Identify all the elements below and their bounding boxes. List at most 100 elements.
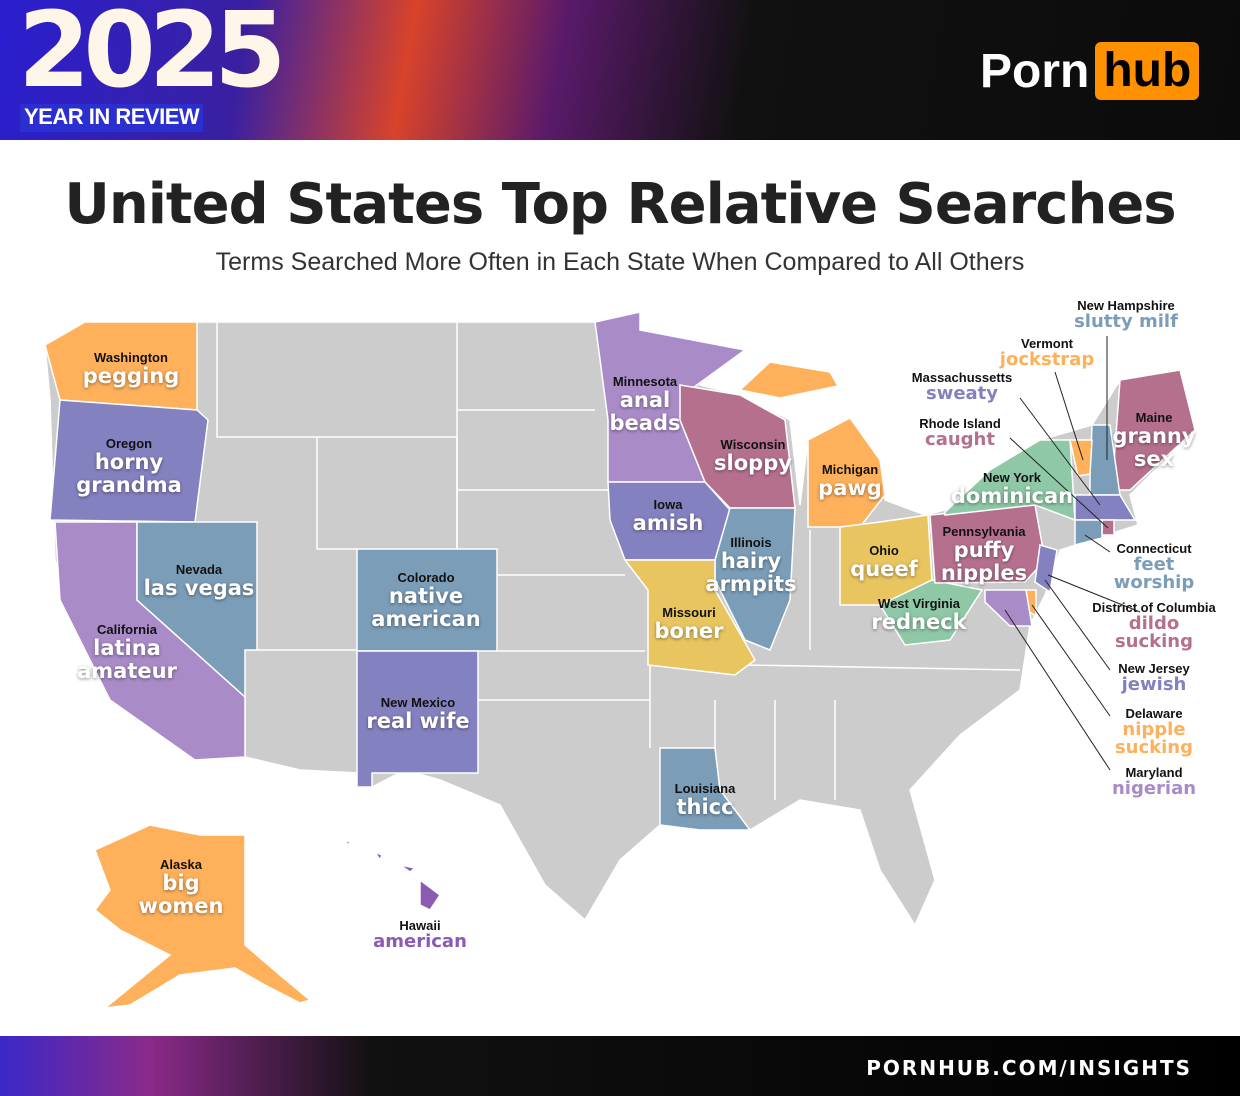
search-term: las vegas xyxy=(143,576,255,600)
state-name: Delaware xyxy=(1125,706,1183,721)
search-term: sloppy xyxy=(714,451,792,475)
state-nm xyxy=(356,650,479,788)
logo-right: hub xyxy=(1095,42,1200,100)
leader-line-ri xyxy=(1009,437,1109,529)
state-name: New Hampshire xyxy=(1077,298,1175,313)
leader-line-nj xyxy=(1044,579,1111,671)
state-label-mi: Michigan pawg xyxy=(818,462,882,500)
search-term: dominican xyxy=(950,484,1074,508)
search-term: sweaty xyxy=(925,383,999,404)
state-name: Nevada xyxy=(175,562,223,577)
state-name: Maryland xyxy=(1125,765,1183,780)
state-mo xyxy=(623,559,756,676)
state-label-vt: Vermont jockstrap xyxy=(1000,336,1094,369)
state-label-la: Louisiana thicc xyxy=(675,781,736,819)
leader-lines xyxy=(1004,336,1141,771)
state-mi xyxy=(807,417,886,528)
state-label-dc: District of Columbia dildo sucking xyxy=(1092,600,1216,651)
state-name: Pennsylvania xyxy=(942,524,1026,539)
state-name: New Mexico xyxy=(380,695,456,710)
state-label-nh: New Hampshire slutty milf xyxy=(1074,298,1178,331)
state-name: New York xyxy=(982,470,1042,485)
state-name: Wisconsin xyxy=(720,437,786,452)
search-term: anal beads xyxy=(609,388,681,435)
leader-line-ct xyxy=(1084,534,1111,553)
search-term: feet worship xyxy=(1113,554,1195,593)
state-name: Connecticut xyxy=(1116,541,1192,556)
state-label-pa: Pennsylvania puffy nipples xyxy=(929,524,1039,585)
state-nj xyxy=(1034,544,1058,594)
search-term: granny sex xyxy=(1112,424,1196,471)
state-hi xyxy=(343,838,352,847)
state-label-wv: West Virginia redneck xyxy=(871,596,966,634)
state-label-ca: California latina amateur xyxy=(72,622,182,683)
search-term: pawg xyxy=(818,476,882,500)
search-term: jockstrap xyxy=(999,349,1095,370)
state-name: Washington xyxy=(94,350,168,365)
state-ak xyxy=(93,824,312,1010)
state-hi xyxy=(399,864,417,873)
state-label-il: Illinois hairy armpits xyxy=(696,535,806,596)
search-term: nigerian xyxy=(1111,778,1197,799)
state-label-wi: Wisconsin sloppy xyxy=(714,437,792,475)
state-name: Missouri xyxy=(662,605,716,620)
state-name: Michigan xyxy=(821,462,879,477)
search-term: horny grandma xyxy=(76,450,182,497)
header-banner: 2025 YEAR IN REVIEW Porn hub xyxy=(0,0,1240,140)
state-name: Massachussetts xyxy=(911,370,1013,385)
state-label-nm: New Mexico real wife xyxy=(366,695,469,733)
state-wv xyxy=(878,579,984,646)
year-in-review-tagline: YEAR IN REVIEW xyxy=(20,104,204,132)
state-label-me: Maine granny sex xyxy=(1099,410,1209,471)
state-label-nv: Nevada las vegas xyxy=(144,562,255,600)
search-term: dildo sucking xyxy=(1114,613,1194,652)
state-label-ia: Iowa amish xyxy=(633,497,704,535)
state-label-mn: Minnesota anal beads xyxy=(590,374,700,435)
state-name: Oregon xyxy=(105,436,153,451)
state-name: Alaska xyxy=(160,857,202,872)
state-hi xyxy=(373,850,383,862)
insights-url[interactable]: PORNHUB.COM/INSIGHTS xyxy=(866,1056,1192,1080)
state-or xyxy=(49,399,209,523)
search-term: nipple sucking xyxy=(1114,719,1194,758)
state-name: Minnesota xyxy=(612,374,678,389)
state-label-hi: Hawaii american xyxy=(373,918,467,951)
page-title: United States Top Relative Searches xyxy=(64,172,1176,237)
search-term: amish xyxy=(632,511,704,535)
state-name: Louisiana xyxy=(674,781,736,796)
state-label-ak: Alaska big women xyxy=(126,857,236,918)
search-term: real wife xyxy=(366,709,470,733)
state-label-oh: Ohio queef xyxy=(850,543,918,581)
state-label-md: Maryland nigerian xyxy=(1112,765,1196,798)
search-term: hairy armpits xyxy=(705,549,797,596)
state-label-ct: Connecticut feet worship xyxy=(1109,541,1199,592)
state-name: Maine xyxy=(1135,410,1173,425)
state-label-nj: New Jersey jewish xyxy=(1118,661,1190,694)
state-label-ny: New York dominican xyxy=(951,470,1073,508)
search-term: jewish xyxy=(1121,674,1187,695)
search-term: caught xyxy=(925,429,995,450)
state-label-mo: Missouri boner xyxy=(654,605,723,643)
state-name: West Virginia xyxy=(878,596,960,611)
state-label-ri: Rhode Island caught xyxy=(919,416,1001,449)
state-name: Ohio xyxy=(869,543,899,558)
state-name: Rhode Island xyxy=(919,416,1001,431)
state-la xyxy=(659,747,752,831)
search-term: latina amateur xyxy=(77,636,177,683)
search-term: big women xyxy=(138,871,224,918)
state-hi xyxy=(419,878,442,911)
state-label-or: Oregon horny grandma xyxy=(74,436,184,497)
search-term: queef xyxy=(850,557,918,581)
state-label-de: Delaware nipple sucking xyxy=(1109,706,1199,757)
search-term: american xyxy=(373,931,467,952)
search-term: thicc xyxy=(676,795,734,819)
state-name: New Jersey xyxy=(1118,661,1190,676)
state-borders xyxy=(216,322,1021,800)
leader-line-md xyxy=(1004,609,1111,771)
page-subtitle: Terms Searched More Often in Each State … xyxy=(215,248,1025,276)
leader-line-de xyxy=(1031,604,1111,717)
state-name: California xyxy=(97,622,157,637)
year-logo: 2025 xyxy=(18,0,286,111)
brand-logo: Porn hub xyxy=(980,42,1200,100)
search-term: pegging xyxy=(82,364,180,388)
